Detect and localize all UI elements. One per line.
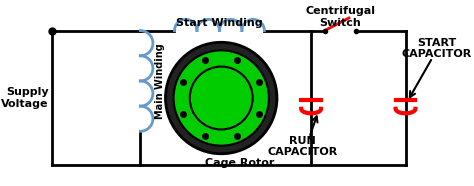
Text: Supply
Voltage: Supply Voltage xyxy=(1,87,49,109)
Text: START
CAPACITOR: START CAPACITOR xyxy=(402,38,472,59)
Circle shape xyxy=(173,50,269,146)
Circle shape xyxy=(165,42,277,154)
Text: Centrifugal
Switch: Centrifugal Switch xyxy=(305,6,375,28)
Text: RUN
CAPACITOR: RUN CAPACITOR xyxy=(267,136,337,157)
Circle shape xyxy=(190,67,253,129)
Text: Start Winding: Start Winding xyxy=(176,18,263,28)
Text: Main Winding: Main Winding xyxy=(155,43,165,119)
Text: Cage Rotor: Cage Rotor xyxy=(204,158,274,168)
